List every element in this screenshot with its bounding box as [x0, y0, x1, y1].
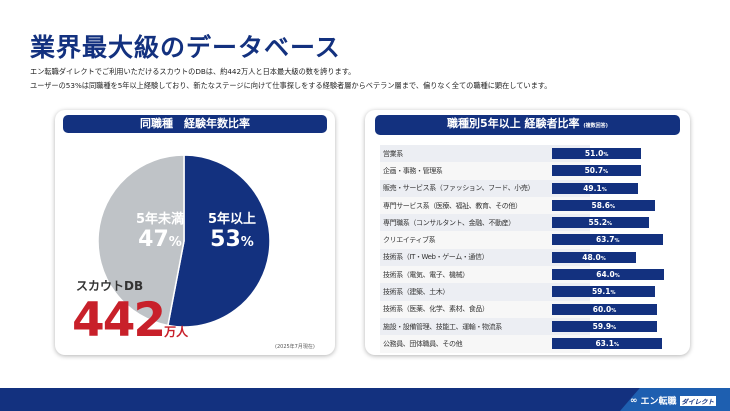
pie-label-name: 5年未満 — [135, 212, 185, 227]
bar-value: 48.0 — [582, 252, 601, 262]
bar: 63.7% — [552, 234, 664, 246]
bar-row: 施設・設備管理、技能工、運輸・物流系 59.9% — [380, 317, 680, 336]
bar-label: 専門職系（コンサルタント、金融、不動産） — [380, 214, 590, 232]
footer-band — [0, 388, 730, 411]
pie-label-unit: % — [240, 235, 254, 250]
bar-value: 64.0 — [596, 270, 615, 280]
pie-label-name: 5年以上 — [207, 212, 257, 227]
bar-value: 51.0 — [584, 149, 604, 158]
bar: 58.6% — [552, 199, 655, 211]
logo-tag: ダイレクト — [679, 395, 716, 406]
bar-label: 営業系 — [380, 145, 590, 163]
bar-label: 公務員、団体職員、その他 — [380, 335, 590, 353]
job-category-bar-chart: 営業系 51.0% 企画・事務・管理系 50.7% 販売・サービス系（ファッション、フー… — [380, 145, 680, 353]
experience-ratio-header: 同職種 経験年数比率 — [63, 115, 327, 133]
date-note: (2025年7月現在) — [275, 344, 315, 350]
bar-row: クリエイティブ系 63.7% — [380, 231, 680, 249]
bar: 55.2% — [552, 217, 649, 229]
bar-value: 59.1 — [591, 287, 611, 297]
bar: 50.7% — [552, 165, 641, 177]
pie-label-under-5: 5年未満 47% — [125, 208, 195, 252]
bar-row: 公務員、団体職員、その他 63.1% — [380, 335, 680, 353]
bar: 63.1% — [552, 338, 663, 350]
bar-value: 50.7 — [584, 166, 604, 176]
description-line-2: ユーザーの53%は同職種を5年以上経験しており、新たなステージに向けて仕事探しを… — [30, 81, 552, 90]
bar-label: 技術系（電気、電子、機械） — [380, 266, 590, 284]
job-category-header: 職種別5年以上 経験者比率 (複数回答) — [375, 115, 680, 135]
bar-label: 施設・設備管理、技能工、運輸・物流系 — [380, 317, 590, 336]
bar-value: 60.0 — [592, 304, 612, 314]
bar-row: 技術系（建築、土木） 59.1% — [380, 283, 680, 301]
bar-row: 専門サービス系（医療、福祉、教育、その他） 58.6% — [380, 196, 680, 215]
bar: 49.1% — [552, 182, 638, 194]
bar-label: 企画・事務・管理系 — [380, 162, 590, 180]
bar: 51.0% — [552, 148, 642, 159]
bar-label: クリエイティブ系 — [380, 231, 590, 249]
pie-label-value: 53 — [210, 227, 241, 252]
description-line-1: エン転職ダイレクトでご利用いただけるスカウトのDBは、約442万人と日本最大級の… — [30, 67, 356, 76]
bar-row: 技術系（IT・Web・ゲーム・通信） 48.0% — [380, 248, 680, 267]
bar-row: 技術系（電気、電子、機械） 64.0% — [380, 266, 680, 284]
bar: 60.0% — [552, 303, 657, 315]
bar-label: 技術系（建築、土木） — [380, 283, 590, 301]
bar-value: 49.1 — [583, 183, 602, 193]
bar: 59.1% — [552, 286, 656, 298]
bar-value: 63.7 — [595, 235, 615, 245]
bar-label: 技術系（IT・Web・ゲーム・通信） — [380, 248, 590, 267]
bar-row: 販売・サービス系（ファッション、フード、小売） 49.1% — [380, 179, 680, 197]
logo-main: エン転職 — [640, 397, 677, 407]
bar: 48.0% — [552, 251, 636, 263]
bar-value: 55.2 — [588, 218, 608, 228]
pie-slice-1 — [97, 154, 185, 327]
bar-row: 企画・事務・管理系 50.7% — [380, 162, 680, 180]
bar-value: 58.6 — [591, 200, 611, 210]
pie-label-unit: % — [168, 235, 182, 250]
bar-value: 59.9 — [592, 321, 612, 331]
scout-db-label: スカウトDB — [76, 279, 144, 293]
experience-pie-chart — [97, 154, 271, 328]
brand-logo: ∞ エン転職 ダイレクト — [630, 394, 716, 407]
bar-row: 営業系 51.0% — [380, 145, 680, 163]
bar-label: 技術系（医薬、化学、素材、食品） — [380, 300, 590, 318]
bar-value: 63.1 — [595, 339, 614, 349]
pie-slice-0 — [167, 154, 271, 328]
bar: 64.0% — [552, 269, 664, 281]
header-note: (複数回答) — [583, 123, 608, 129]
pie-label-over-5: 5年以上 53% — [197, 208, 267, 252]
scout-db-unit: 万人 — [164, 325, 189, 339]
bar-label: 専門サービス系（医療、福祉、教育、その他） — [380, 196, 590, 215]
page-title: 業界最大級のデータベース — [30, 33, 341, 62]
bar: 59.9% — [552, 320, 657, 332]
pie-label-value: 47 — [138, 227, 169, 252]
header-text: 職種別5年以上 経験者比率 — [447, 117, 580, 130]
bar-label: 販売・サービス系（ファッション、フード、小売） — [380, 179, 590, 197]
bar-row: 技術系（医薬、化学、素材、食品） 60.0% — [380, 300, 680, 318]
scout-db-value: 442万人 — [72, 297, 188, 356]
scout-db-number: 442 — [72, 293, 166, 348]
logo-icon: ∞ — [629, 395, 638, 406]
bar-row: 専門職系（コンサルタント、金融、不動産） 55.2% — [380, 214, 680, 232]
